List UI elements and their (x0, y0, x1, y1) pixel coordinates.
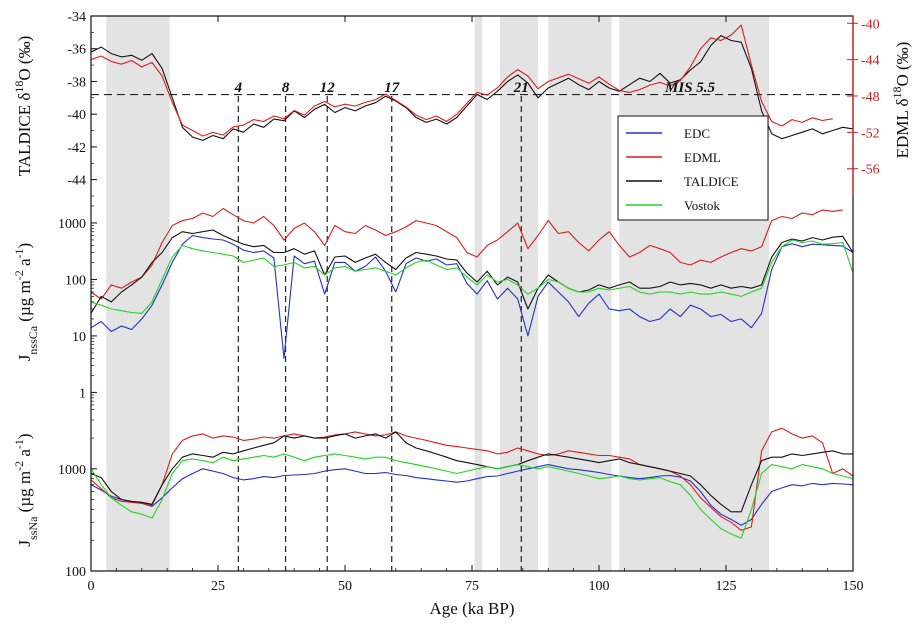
shaded-interval (474, 16, 483, 571)
y-tick-label: -44 (67, 174, 86, 189)
x-tick-label: 50 (338, 579, 352, 594)
shaded-interval (548, 16, 612, 571)
y-tick-label: 10 (72, 330, 86, 345)
y-label-nssca: JnssCa (µg m-2 a-1) (12, 243, 40, 361)
dashed-age-lines-layer (91, 93, 853, 571)
y-tick-label: 100 (65, 273, 86, 288)
series-ssNa-vostok (90, 453, 854, 539)
axes-layer: 0 25 50 75 100 125 150 Age (ka BP) -34 -36 -38 -40 -… (12, 10, 912, 618)
y-tick-label: -42 (67, 141, 86, 156)
y-label-taldice: TALDICE δ18O (‰) (12, 36, 34, 176)
y-right-tick-label: -56 (861, 163, 880, 178)
annotation-mis55: MIS 5.5 (664, 80, 716, 96)
y-right-tick-label: -52 (861, 126, 880, 141)
series-nssCa-taldice (90, 229, 854, 314)
legend-label-vostok: Vostok (684, 198, 720, 213)
y-right-tick-label: -48 (861, 90, 880, 105)
series-ssNa-edc (90, 464, 854, 526)
x-tick-label: 75 (465, 579, 479, 594)
series-ssNa-edml (90, 427, 854, 531)
event-label-12: 12 (320, 80, 336, 96)
event-label-8: 8 (282, 80, 290, 96)
legend: EDC EDML TALDICE Vostok (617, 115, 769, 221)
series-nssCa-vostok (90, 239, 854, 314)
y-tick-label: 1 (79, 386, 86, 401)
event-label-21: 21 (513, 80, 529, 96)
series-nssCa-edc (90, 234, 854, 359)
series-nssCa-edml (90, 207, 843, 300)
y-label-edml: EDML δ18O (‰) (890, 42, 912, 159)
series-layer (90, 24, 854, 539)
event-label-4: 4 (234, 80, 243, 96)
event-label-17: 17 (384, 80, 400, 96)
legend-label-edc: EDC (684, 126, 710, 141)
x-tick-label: 150 (843, 579, 864, 594)
shaded-interval (499, 16, 539, 571)
x-tick-label: 125 (716, 579, 737, 594)
y-tick-label: -34 (67, 10, 86, 25)
y-tick-label: -36 (67, 43, 86, 58)
y-tick-label: 1000 (58, 463, 86, 478)
x-tick-label: 25 (211, 579, 225, 594)
y-right-tick-label: -44 (861, 54, 880, 69)
y-label-ssna: JssNa (µg m-2 a-1) (12, 433, 40, 546)
y-tick-label: 1000 (58, 217, 86, 232)
y-tick-label: -40 (67, 108, 86, 123)
y-tick-label: -38 (67, 75, 86, 90)
shaded-interval (106, 16, 170, 571)
legend-label-taldice: TALDICE (684, 174, 739, 189)
labels-layer: 4 8 12 17 21 MIS 5.5 (234, 80, 716, 96)
series-d18O-edml (90, 24, 833, 137)
interglacial-shading-layer (106, 16, 770, 571)
x-tick-label: 0 (88, 579, 95, 594)
x-tick-label: 100 (589, 579, 610, 594)
y-tick-label: 100 (65, 565, 86, 580)
x-axis-label: Age (ka BP) (430, 599, 515, 618)
y-right-tick-label: -40 (861, 17, 880, 32)
legend-label-edml: EDML (684, 150, 721, 165)
series-ssNa-taldice (90, 431, 853, 513)
